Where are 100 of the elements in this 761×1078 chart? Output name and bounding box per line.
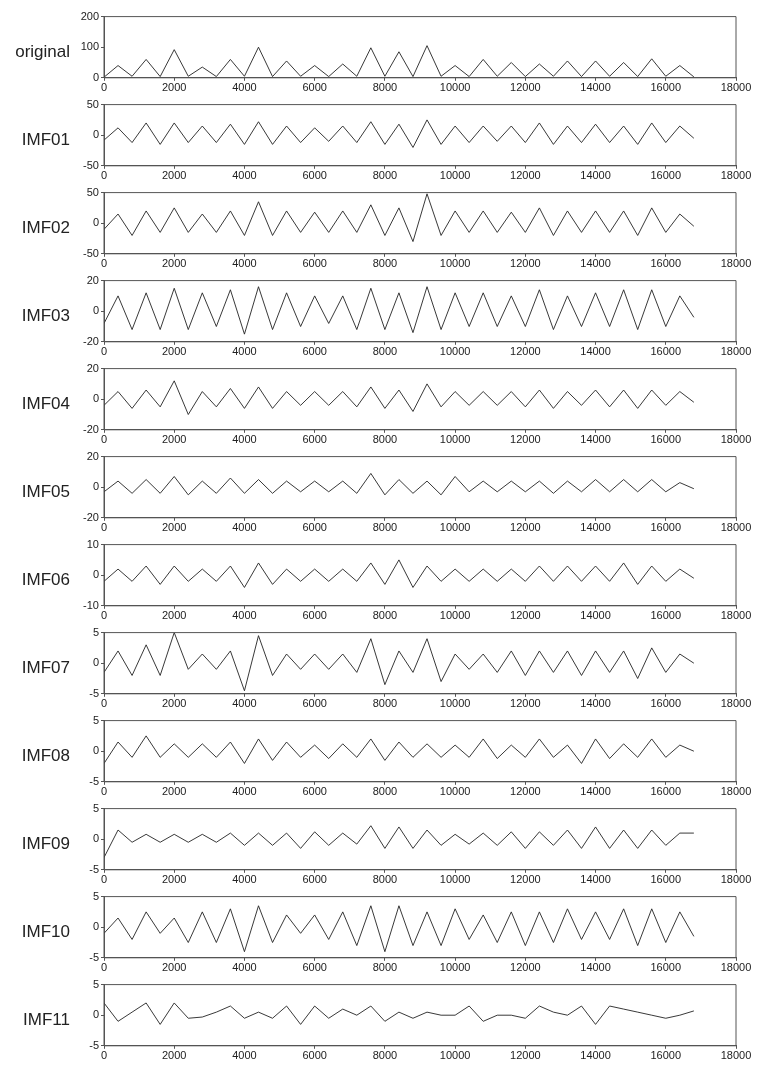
x-tick-label: 4000: [232, 433, 257, 446]
y-axis-title: IMF11: [22, 1010, 70, 1030]
y-tick-label: 0: [92, 128, 99, 141]
x-tick-label: 10000: [439, 609, 471, 622]
x-tick-label: 0: [100, 169, 108, 182]
x-tick-label: 14000: [580, 1049, 611, 1062]
x-tick-label: 4000: [232, 345, 257, 358]
x-tick-label: 16000: [650, 521, 682, 534]
x-tick-label: 8000: [372, 961, 398, 974]
x-tick-label: 8000: [372, 345, 398, 358]
y-tick-label: -5: [89, 862, 99, 875]
x-tick-label: 6000: [302, 785, 327, 798]
x-tick-label: 6000: [302, 169, 327, 182]
x-tick-label: 18000: [720, 785, 752, 798]
x-tick-label: 14000: [580, 433, 611, 446]
x-tick-label: 4000: [232, 785, 257, 798]
y-axis-title: IMF08: [20, 746, 70, 766]
y-tick-label: 0: [92, 1008, 99, 1021]
x-tick-label: 6000: [302, 1049, 327, 1062]
y-tick-label: 20: [86, 361, 99, 374]
y-tick-label: -20: [83, 334, 99, 347]
x-tick-label: 4000: [232, 1049, 257, 1062]
x-tick-label: 18000: [720, 81, 752, 94]
y-axis-title: original: [14, 42, 70, 62]
y-tick-label: 5: [92, 801, 99, 814]
y-tick-label: 0: [92, 70, 99, 83]
y-tick-label: -5: [89, 774, 99, 787]
x-tick-label: 10000: [439, 873, 471, 886]
x-tick-label: 14000: [580, 609, 611, 622]
x-tick-label: 18000: [720, 1049, 752, 1062]
x-tick-label: 14000: [580, 961, 611, 974]
x-tick-label: 4000: [232, 961, 257, 974]
x-tick-label: 14000: [580, 873, 611, 886]
x-tick-label: 14000: [580, 345, 611, 358]
y-tick-label: 50: [86, 185, 99, 198]
x-tick-label: 4000: [232, 609, 257, 622]
x-tick-label: 6000: [302, 521, 327, 534]
x-tick-label: 12000: [510, 345, 541, 358]
x-tick-label: 0: [100, 257, 108, 270]
x-tick-label: 8000: [372, 1049, 398, 1062]
y-tick-label: 20: [86, 273, 99, 286]
y-axis-title: IMF09: [20, 834, 70, 854]
x-tick-label: 0: [100, 433, 108, 446]
x-tick-label: 14000: [580, 521, 611, 534]
y-tick-label: 50: [86, 97, 99, 110]
y-axis-title: IMF02: [20, 218, 70, 238]
y-axis-title: IMF03: [20, 306, 70, 326]
x-tick-label: 6000: [302, 257, 327, 270]
y-tick-label: 5: [92, 977, 99, 990]
x-tick-label: 16000: [650, 961, 682, 974]
x-tick-label: 12000: [510, 961, 541, 974]
y-tick-label: -20: [83, 422, 99, 435]
x-tick-label: 6000: [302, 81, 327, 94]
y-tick-label: 0: [92, 832, 99, 845]
x-tick-label: 2000: [161, 785, 187, 798]
x-tick-label: 10000: [439, 1049, 471, 1062]
y-axis-title: IMF04: [20, 394, 70, 414]
y-tick-label: 0: [92, 216, 99, 229]
y-axis-title: IMF06: [20, 570, 70, 590]
x-tick-label: 10000: [439, 697, 471, 710]
x-tick-label: 18000: [720, 169, 752, 182]
y-tick-label: 100: [80, 40, 99, 53]
x-tick-label: 12000: [510, 169, 541, 182]
y-tick-label: -50: [83, 246, 99, 259]
x-tick-label: 8000: [372, 169, 398, 182]
x-tick-label: 12000: [510, 433, 541, 446]
x-tick-label: 16000: [650, 697, 682, 710]
x-tick-label: 16000: [650, 433, 682, 446]
x-tick-label: 10000: [439, 433, 471, 446]
x-tick-label: 14000: [580, 257, 611, 270]
x-tick-label: 12000: [510, 785, 541, 798]
x-tick-label: 0: [100, 1049, 108, 1062]
x-tick-label: 16000: [650, 609, 682, 622]
x-tick-label: 2000: [161, 345, 187, 358]
x-tick-label: 2000: [161, 521, 187, 534]
y-tick-label: 10: [86, 537, 99, 550]
y-tick-label: 0: [92, 304, 99, 317]
x-tick-label: 16000: [650, 345, 682, 358]
x-tick-label: 10000: [439, 169, 471, 182]
x-tick-label: 8000: [372, 873, 398, 886]
x-tick-label: 18000: [720, 521, 752, 534]
x-tick-label: 6000: [302, 609, 327, 622]
x-tick-label: 8000: [372, 697, 398, 710]
y-tick-label: -5: [89, 686, 99, 699]
x-tick-label: 12000: [510, 609, 541, 622]
x-tick-label: 0: [100, 345, 108, 358]
x-tick-label: 2000: [161, 1049, 187, 1062]
y-tick-label: 200: [80, 9, 99, 22]
x-tick-label: 4000: [232, 697, 257, 710]
x-tick-label: 14000: [580, 697, 611, 710]
x-tick-label: 2000: [161, 697, 187, 710]
x-tick-label: 2000: [161, 609, 187, 622]
x-tick-label: 2000: [161, 257, 187, 270]
y-tick-label: -5: [89, 950, 99, 963]
x-tick-label: 12000: [510, 81, 541, 94]
y-tick-label: 0: [92, 744, 99, 757]
x-tick-label: 4000: [232, 81, 257, 94]
x-tick-label: 0: [100, 521, 108, 534]
x-tick-label: 8000: [372, 81, 398, 94]
x-tick-label: 6000: [302, 873, 327, 886]
